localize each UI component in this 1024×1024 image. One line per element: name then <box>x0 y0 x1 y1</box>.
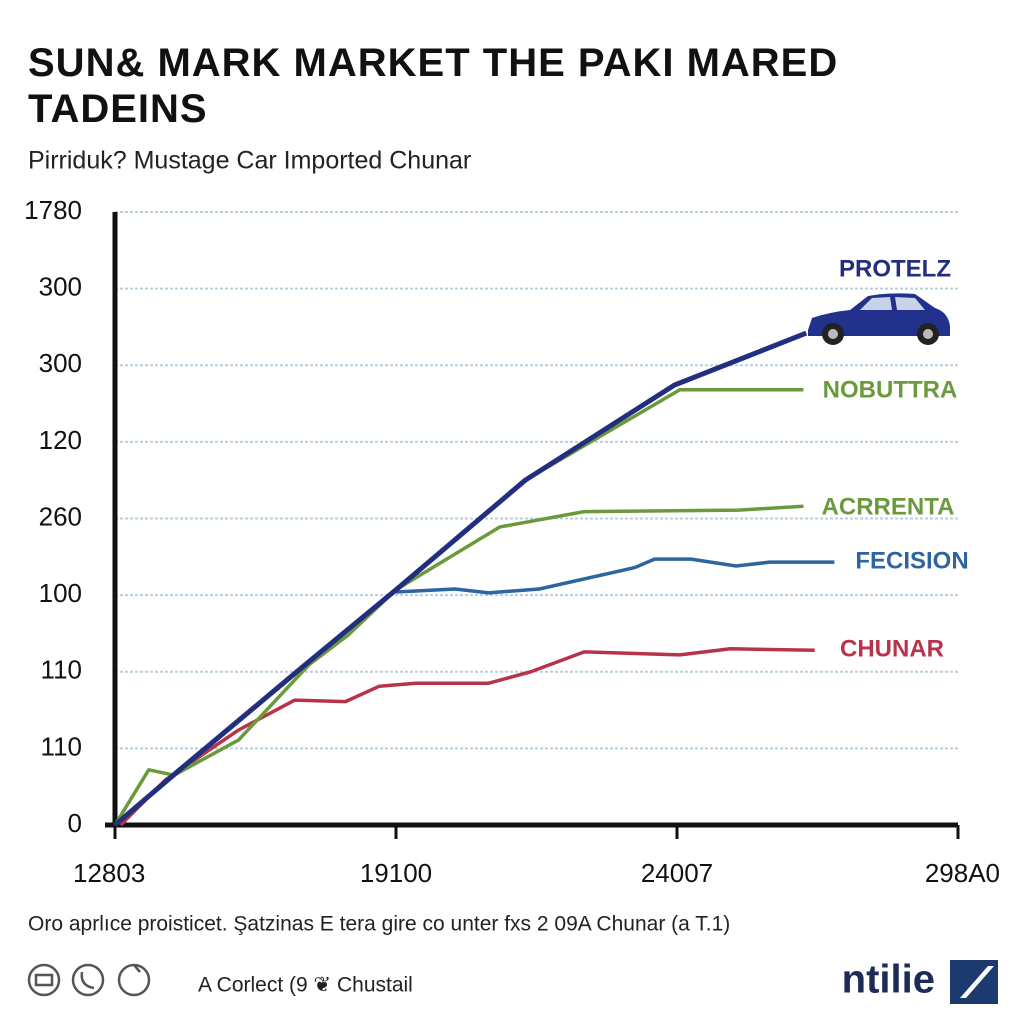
footer-icons <box>27 963 151 997</box>
y-tick-label: 1780 <box>24 195 82 225</box>
chart-title: SUN& MARK MARKET THE PAKI MARED TADEINS <box>28 41 839 131</box>
logo: ntilie <box>842 958 935 1002</box>
x-tick-label: 19100 <box>360 858 432 888</box>
footnote: Oro aprlıce proisticet. Şatzinas E tera … <box>28 913 730 936</box>
y-tick-label: 300 <box>39 348 82 378</box>
y-tick-label: 0 <box>68 808 82 838</box>
logo-mark <box>950 960 998 1004</box>
x-tick-label: 298A0 <box>925 858 1000 888</box>
series-line <box>113 504 804 826</box>
y-tick-label: 260 <box>39 501 82 531</box>
y-tick-label: 110 <box>41 655 82 685</box>
x-tick-label: 24007 <box>641 858 713 888</box>
x-tick-label: 12803 <box>73 858 145 888</box>
series-line <box>113 388 804 827</box>
y-tick-label: 110 <box>41 731 82 761</box>
plot: 0 110 110 100 260 120 300 300 1780 12803 19100 2400… <box>24 195 1000 888</box>
series-label: PROTELZ <box>839 255 951 282</box>
series-label: ACRRENTA <box>822 493 955 520</box>
chart-subtitle: Pirriduk? Mustage Car Imported Chunar <box>28 147 471 175</box>
car-icon <box>808 293 950 345</box>
series-label: NOBUTTRA <box>823 376 958 403</box>
y-tick-label: 300 <box>39 272 82 302</box>
series-line <box>119 647 815 827</box>
y-tick-label: 100 <box>39 578 82 608</box>
footer-text: A Corlect (9 ❦ Chustail <box>198 974 413 997</box>
series-label: FECISION <box>855 547 968 574</box>
series-line <box>113 330 808 827</box>
series-label: CHUNAR <box>840 635 944 662</box>
series-line <box>395 557 835 595</box>
y-tick-label: 120 <box>39 425 82 455</box>
